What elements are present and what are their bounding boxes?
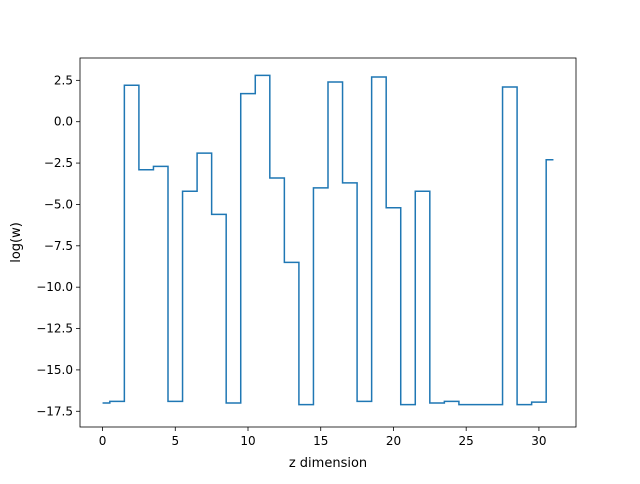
y-tick-label: 0.0 — [54, 115, 73, 129]
x-tick-label: 0 — [99, 434, 107, 448]
y-tick-label: 2.5 — [54, 73, 73, 87]
x-tick-label: 15 — [313, 434, 328, 448]
y-tick-label: −5.0 — [44, 197, 73, 211]
x-tick-label: 5 — [171, 434, 179, 448]
x-axis-ticks: 0 5 10 15 20 25 30 — [99, 427, 547, 448]
y-tick-label: −17.5 — [36, 404, 73, 418]
y-axis-label: log(w) — [9, 222, 24, 263]
y-tick-label: −12.5 — [36, 322, 73, 336]
x-tick-label: 30 — [531, 434, 546, 448]
plot-layer — [102, 74, 554, 406]
y-axis-ticks: 2.5 0.0 −2.5 −5.0 −7.5 −10.0 −12.5 −15.0 −17.5 — [36, 73, 80, 418]
y-tick-label: −2.5 — [44, 156, 73, 170]
series-line-0 — [102, 74, 554, 406]
y-tick-label: −15.0 — [36, 363, 73, 377]
y-tick-label: −7.5 — [44, 239, 73, 253]
y-tick-label: −10.0 — [36, 280, 73, 294]
plot-area-frame — [79, 57, 577, 428]
x-tick-label: 20 — [386, 434, 401, 448]
x-tick-label: 10 — [240, 434, 255, 448]
x-tick-label: 25 — [459, 434, 474, 448]
x-axis-label: z dimension — [289, 456, 367, 471]
